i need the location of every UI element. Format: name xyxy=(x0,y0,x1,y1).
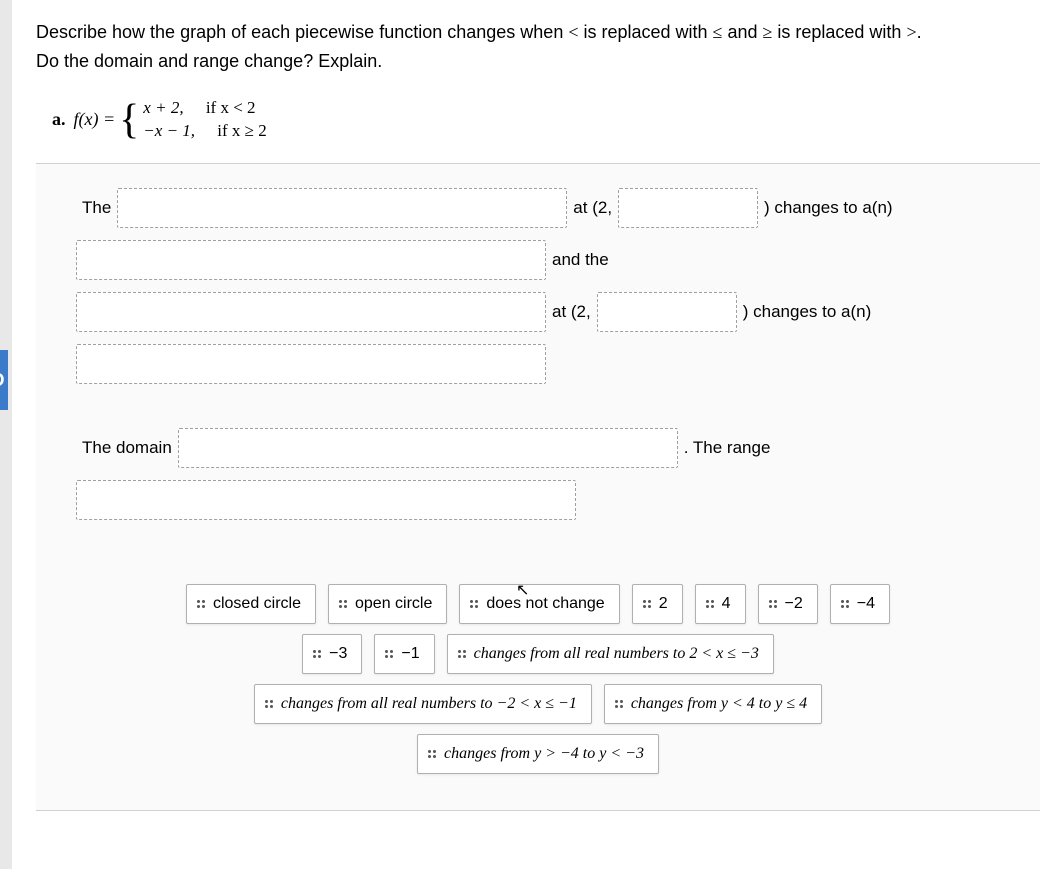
tile-label: 2 xyxy=(659,595,668,613)
intro-mid3: is replaced with xyxy=(772,22,906,42)
text-changes-a: ) changes to a(n) xyxy=(764,198,893,218)
answer-bank: closed circle open circle does not chang… xyxy=(93,570,983,780)
tile-label: changes from all real numbers to 2 < x ≤… xyxy=(474,645,759,663)
text-changes-b: ) changes to a(n) xyxy=(743,302,872,322)
drop-slot-6[interactable] xyxy=(76,344,546,384)
sym-le: ≤ xyxy=(713,22,723,42)
grip-icon xyxy=(470,600,478,608)
question-intro: Describe how the graph of each piecewise… xyxy=(36,18,1040,76)
grip-icon xyxy=(706,600,714,608)
sym-lt: < xyxy=(568,22,578,42)
grip-icon xyxy=(769,600,777,608)
tile-label: −1 xyxy=(401,645,419,663)
piece2-cond: if x ≥ 2 xyxy=(217,121,266,140)
grip-icon xyxy=(313,650,321,658)
grip-icon xyxy=(339,600,347,608)
tile-label: changes from y > −4 to y < −3 xyxy=(444,745,644,763)
tile-label: changes from y < 4 to y ≤ 4 xyxy=(631,695,807,713)
tile-neg4[interactable]: −4 xyxy=(830,584,890,624)
tile-changes-yneg4[interactable]: changes from y > −4 to y < −3 xyxy=(417,734,659,774)
answer-area: The at (2, ) changes to a(n) and the at … xyxy=(36,163,1040,811)
drop-slot-5[interactable] xyxy=(597,292,737,332)
tile-changes-neg2lt[interactable]: changes from all real numbers to −2 < x … xyxy=(254,684,592,724)
tile-neg3[interactable]: −3 xyxy=(302,634,362,674)
part-a-label: a. xyxy=(52,109,66,130)
tile-2[interactable]: 2 xyxy=(632,584,683,624)
sentence-block-1: The at (2, ) changes to a(n) and the at … xyxy=(76,188,1030,520)
tile-neg2[interactable]: −2 xyxy=(758,584,818,624)
tile-open-circle[interactable]: open circle xyxy=(328,584,447,624)
page-content: Describe how the graph of each piecewise… xyxy=(12,0,1064,869)
tile-changes-2lt[interactable]: changes from all real numbers to 2 < x ≤… xyxy=(447,634,774,674)
drop-slot-4[interactable] xyxy=(76,292,546,332)
grip-icon xyxy=(615,700,623,708)
tile-neg1[interactable]: −1 xyxy=(374,634,434,674)
drop-slot-1[interactable] xyxy=(117,188,567,228)
tile-label: changes from all real numbers to −2 < x … xyxy=(281,695,577,713)
grip-icon xyxy=(428,750,436,758)
side-tab[interactable]: D xyxy=(0,350,8,410)
tile-label: −2 xyxy=(785,595,803,613)
sym-ge: ≥ xyxy=(762,22,772,42)
grip-icon xyxy=(841,600,849,608)
brace-icon: { xyxy=(119,102,139,140)
grip-icon xyxy=(265,700,273,708)
intro-mid1: is replaced with xyxy=(578,22,712,42)
piece1-expr: x + 2, xyxy=(143,98,183,117)
tile-changes-y4[interactable]: changes from y < 4 to y ≤ 4 xyxy=(604,684,822,724)
grip-icon xyxy=(197,600,205,608)
tile-closed-circle[interactable]: closed circle xyxy=(186,584,316,624)
text-at2-a: at (2, xyxy=(573,198,612,218)
tile-label: 4 xyxy=(722,595,731,613)
tile-label: −3 xyxy=(329,645,347,663)
tile-label: open circle xyxy=(355,595,432,613)
tile-label: closed circle xyxy=(213,595,301,613)
fx-label: f(x) = xyxy=(74,109,116,130)
drop-slot-3[interactable] xyxy=(76,240,546,280)
text-at2-b: at (2, xyxy=(552,302,591,322)
grip-icon xyxy=(643,600,651,608)
tile-label: −4 xyxy=(857,595,875,613)
text-the-range: . The range xyxy=(684,438,771,458)
piece1-cond: if x < 2 xyxy=(206,98,256,117)
tile-4[interactable]: 4 xyxy=(695,584,746,624)
intro-mid2: and xyxy=(722,22,762,42)
drop-slot-2[interactable] xyxy=(618,188,758,228)
grip-icon xyxy=(385,650,393,658)
text-the-domain: The domain xyxy=(82,438,172,458)
intro-line1-pre: Describe how the graph of each piecewise… xyxy=(36,22,568,42)
drop-slot-8[interactable] xyxy=(76,480,576,520)
text-the: The xyxy=(82,198,111,218)
tile-does-not-change[interactable]: does not change xyxy=(459,584,619,624)
tile-label: does not change xyxy=(486,595,604,613)
grip-icon xyxy=(458,650,466,658)
piece2-expr: −x − 1, xyxy=(143,121,195,140)
drop-slot-7[interactable] xyxy=(178,428,678,468)
text-and-the: and the xyxy=(552,250,609,270)
intro-line2: Do the domain and range change? Explain. xyxy=(36,51,382,71)
intro-end: . xyxy=(917,22,922,42)
part-a-function: a. f(x) = { x + 2, if x < 2 −x − 1, if x… xyxy=(52,96,1040,144)
sym-gt: > xyxy=(906,22,916,42)
